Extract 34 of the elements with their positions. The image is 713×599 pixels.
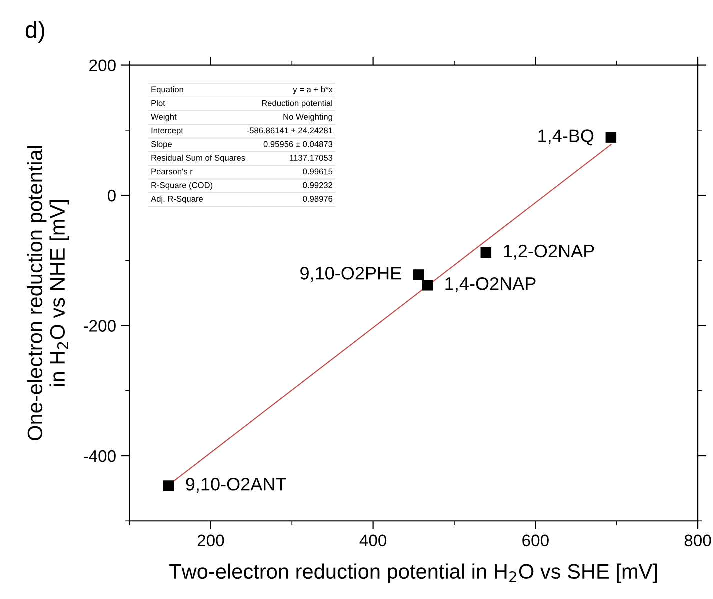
y-tick-label: 200: [90, 60, 116, 72]
annotation: 0.95956 ± 0.04873: [264, 141, 333, 148]
x-tick-label: 200: [198, 534, 224, 547]
annotation: 9,10-O2ANT: [186, 478, 286, 493]
y-axis-title: One-electron reduction potential in H$_{2}$O vs NHE [mV]: [27, 146, 70, 440]
annotation: 1,4-BQ: [538, 130, 594, 146]
annotation: Weight: [151, 114, 177, 122]
annotation: R-Square (COD): [152, 182, 213, 190]
annotation: Slope: [151, 141, 172, 149]
annotation: y = a + b*x: [293, 86, 333, 94]
annotation: 1137.17053: [290, 155, 333, 161]
annotation: 0.98976: [303, 196, 333, 202]
y-tick-label: -400: [84, 450, 116, 462]
annotation: -586.86141 ± 24.24281: [247, 128, 333, 134]
annotation: 9,10-O2PHE: [300, 267, 402, 282]
annotation: Pearson's r: [152, 168, 193, 175]
x-axis-title: Two-electron reduction potential in H$_{2}$O vs SHE [mV]: [170, 564, 658, 584]
annotation: Adj. R-Square: [151, 196, 204, 204]
y-tick-label: 0: [108, 190, 116, 202]
annotation: Equation: [152, 86, 184, 94]
x-tick-label: 400: [360, 534, 387, 547]
annotation: 0.99232: [303, 182, 333, 188]
annotation: Plot: [152, 100, 166, 106]
annotation: 0.99615: [303, 168, 333, 175]
annotation: 1,2-O2NAP: [504, 244, 594, 260]
annotation: 1,4-O2NAP: [446, 277, 536, 292]
x-tick-label: 600: [522, 534, 549, 547]
annotation: No Weighting: [284, 114, 332, 122]
annotation: Intercept: [152, 128, 184, 136]
annotation: Reduction potential: [262, 100, 332, 108]
annotation: Residual Sum of Squares: [152, 154, 246, 163]
y-tick-label: -200: [84, 320, 116, 332]
x-tick-label: 800: [684, 534, 712, 547]
chart-title: d): [26, 20, 44, 43]
